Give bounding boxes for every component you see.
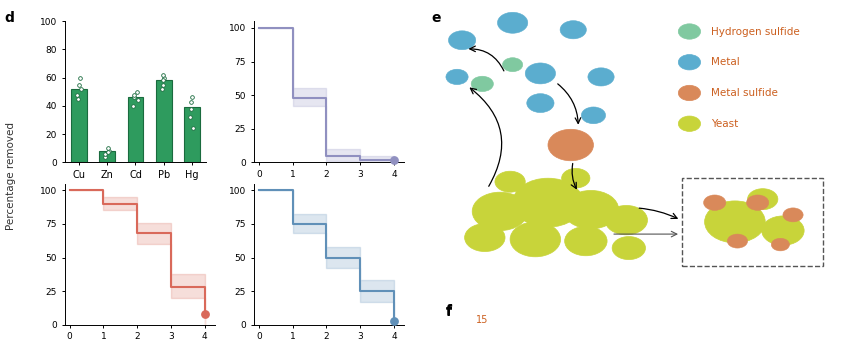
Circle shape	[679, 24, 701, 39]
Point	[157, 75, 171, 80]
Point	[185, 99, 199, 104]
Point	[156, 78, 169, 83]
Circle shape	[728, 234, 747, 248]
Text: Metal: Metal	[710, 57, 740, 67]
Circle shape	[746, 195, 769, 210]
Circle shape	[510, 222, 561, 257]
Circle shape	[548, 129, 593, 161]
Text: f: f	[445, 304, 452, 318]
Point	[198, 311, 212, 317]
Point	[127, 95, 141, 100]
Bar	[682, 178, 823, 265]
Point	[387, 157, 401, 162]
Circle shape	[563, 190, 618, 229]
Circle shape	[588, 68, 614, 86]
Circle shape	[762, 216, 804, 245]
Point	[70, 92, 83, 97]
Circle shape	[612, 237, 646, 259]
Circle shape	[448, 31, 476, 50]
Point	[73, 75, 87, 80]
Point	[184, 106, 198, 112]
Circle shape	[527, 94, 554, 113]
Point	[101, 150, 115, 155]
Bar	[156, 80, 172, 162]
Circle shape	[605, 205, 648, 235]
Circle shape	[747, 189, 777, 210]
Point	[98, 154, 112, 160]
Text: f: f	[445, 305, 452, 319]
Circle shape	[446, 69, 468, 85]
Point	[185, 95, 199, 100]
Circle shape	[703, 195, 726, 210]
Text: d: d	[4, 11, 14, 25]
Point	[102, 148, 116, 154]
Point	[157, 72, 170, 78]
Circle shape	[525, 63, 556, 84]
Circle shape	[783, 208, 803, 222]
Point	[156, 82, 169, 88]
Point	[101, 145, 114, 151]
Circle shape	[502, 58, 523, 72]
Point	[183, 114, 197, 120]
Point	[186, 126, 200, 131]
Circle shape	[565, 226, 607, 256]
Text: Percentage removed: Percentage removed	[6, 122, 16, 231]
Circle shape	[497, 12, 528, 33]
Circle shape	[679, 116, 701, 131]
Point	[126, 103, 139, 109]
Point	[132, 97, 145, 103]
Circle shape	[560, 21, 587, 39]
Point	[72, 82, 86, 88]
Point	[75, 86, 89, 92]
Text: Yeast: Yeast	[710, 119, 738, 129]
Text: Metal sulfide: Metal sulfide	[710, 88, 777, 98]
Point	[387, 318, 401, 324]
Circle shape	[704, 201, 765, 243]
Text: Hydrogen sulfide: Hydrogen sulfide	[710, 26, 800, 36]
Circle shape	[471, 76, 494, 91]
Bar	[71, 89, 87, 162]
Circle shape	[513, 178, 583, 227]
Text: 15: 15	[476, 315, 488, 325]
Point	[155, 86, 169, 92]
Point	[71, 96, 85, 102]
Circle shape	[679, 85, 701, 101]
Circle shape	[771, 238, 789, 251]
Bar	[127, 97, 144, 162]
Circle shape	[581, 107, 605, 124]
Text: e: e	[432, 11, 441, 25]
Circle shape	[494, 171, 525, 192]
Point	[131, 89, 144, 95]
Circle shape	[472, 192, 528, 231]
Circle shape	[464, 223, 505, 252]
Point	[98, 151, 112, 157]
Circle shape	[562, 168, 590, 188]
Bar	[184, 107, 200, 162]
Bar	[99, 151, 115, 162]
X-axis label: Rounds: Rounds	[310, 185, 348, 195]
Point	[126, 92, 140, 97]
Circle shape	[679, 55, 701, 70]
